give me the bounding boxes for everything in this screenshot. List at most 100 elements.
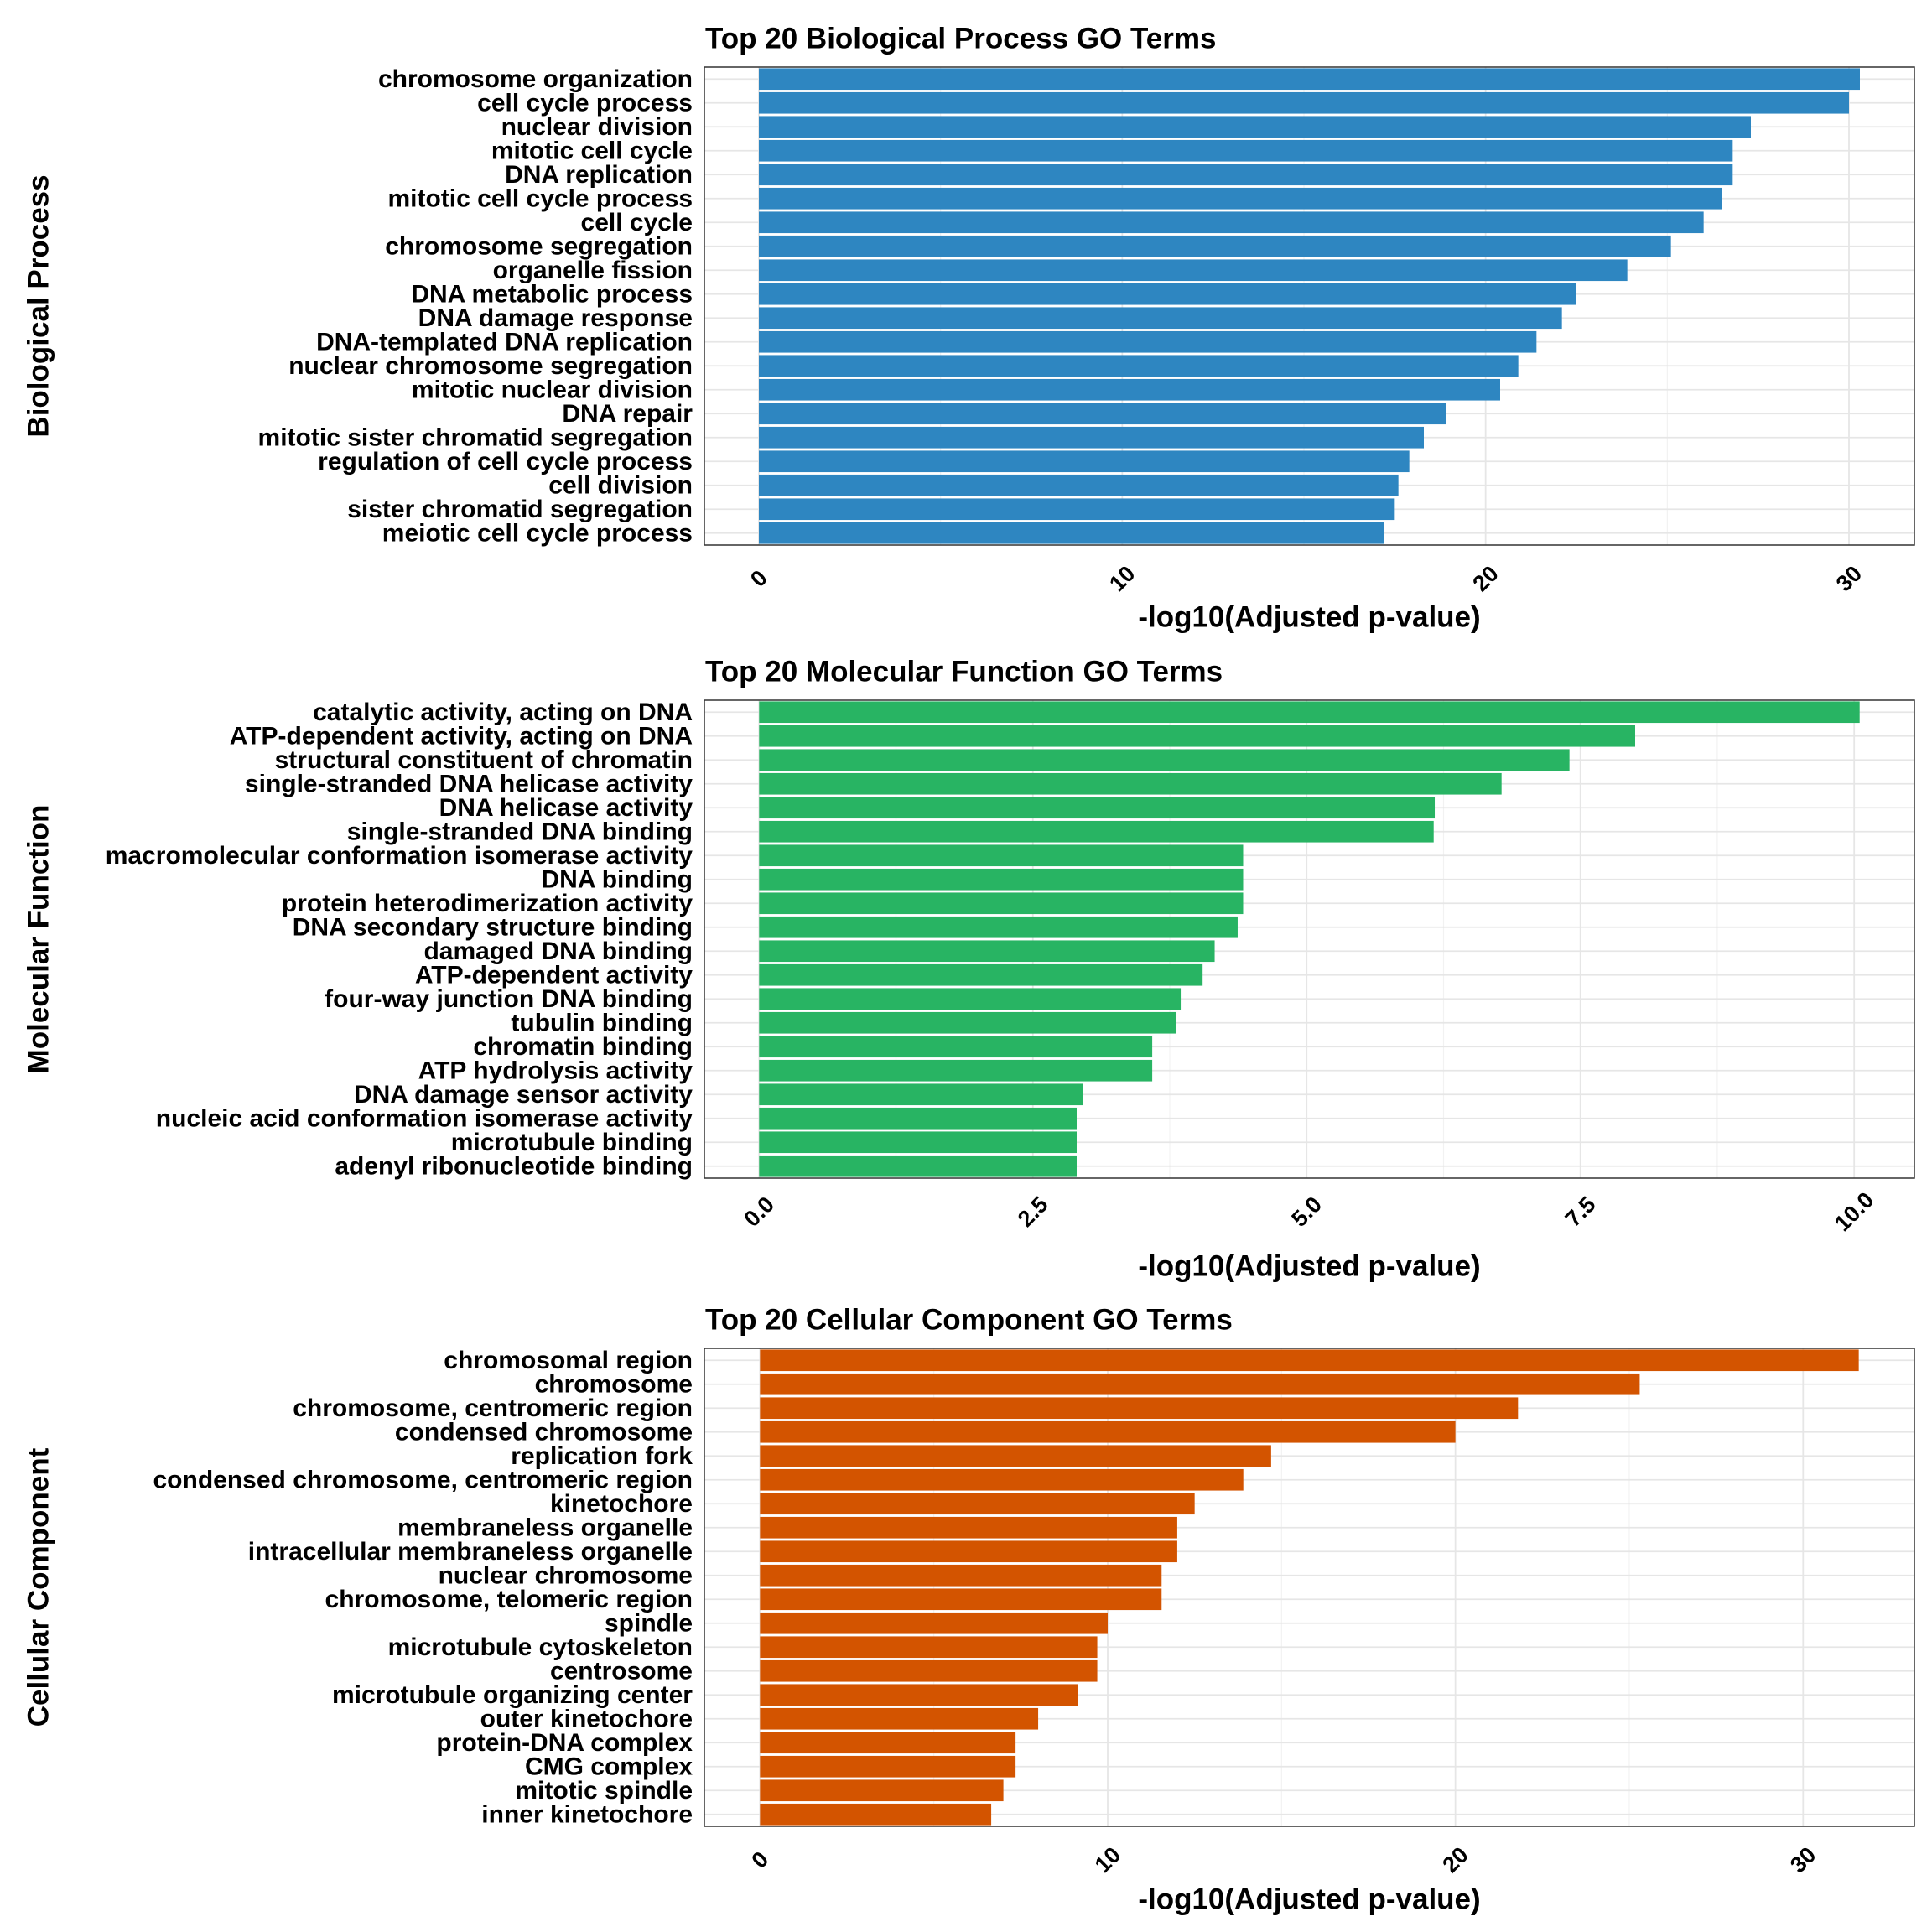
bar	[759, 235, 1671, 257]
bar	[759, 307, 1562, 330]
bar	[759, 139, 1733, 162]
bar	[759, 330, 1537, 353]
x-tick-label: 10	[1104, 561, 1140, 596]
chart-panel-2: catalytic activity, acting on DNAATP-dep…	[23, 656, 1915, 1283]
panel-border	[704, 1348, 1915, 1827]
category-label: chromosomal region	[444, 1347, 693, 1374]
category-label: protein-DNA complex	[436, 1729, 693, 1757]
x-tick-label: 20	[1437, 1842, 1472, 1877]
category-label: membraneless organelle	[397, 1514, 693, 1541]
category-label: cell cycle	[581, 209, 693, 236]
y-axis-label: Cellular Component	[23, 1447, 55, 1727]
chart-panel-3: chromosomal regionchromosomechromosome, …	[23, 1304, 1915, 1916]
bar	[759, 1131, 1077, 1154]
chart-title: Top 20 Biological Process GO Terms	[705, 23, 1216, 55]
bar	[759, 1107, 1077, 1130]
bar	[759, 940, 1215, 963]
x-tick-label: 2.5	[1013, 1192, 1053, 1232]
y-axis-label: Biological Process	[23, 174, 55, 437]
category-label: replication fork	[511, 1442, 693, 1470]
category-label: CMG complex	[525, 1753, 693, 1780]
category-label: regulation of cell cycle process	[318, 448, 693, 475]
bar	[759, 1059, 1153, 1082]
bar	[759, 402, 1446, 425]
bar	[759, 450, 1410, 473]
category-label: mitotic sister chromatid segregation	[258, 423, 693, 451]
category-label: adenyl ribonucleotide binding	[335, 1152, 693, 1180]
bar	[760, 1659, 1098, 1682]
bar	[760, 1420, 1456, 1443]
bar	[759, 772, 1502, 795]
category-label: sister chromatid segregation	[347, 496, 693, 523]
x-tick-label: 20	[1467, 561, 1503, 596]
category-label: nuclear division	[501, 113, 693, 141]
bar	[759, 868, 1244, 891]
category-label: macromolecular conformation isomerase ac…	[106, 842, 693, 870]
bar	[759, 283, 1576, 305]
panel-border	[704, 66, 1915, 546]
category-label: DNA damage response	[418, 304, 693, 332]
bar	[759, 91, 1849, 114]
category-label: mitotic nuclear division	[412, 376, 693, 403]
bar	[760, 1779, 1004, 1802]
bar	[760, 1588, 1162, 1611]
bar	[760, 1636, 1098, 1659]
bar	[759, 378, 1500, 401]
category-label: ATP-dependent activity, acting on DNA	[230, 722, 693, 750]
category-label: condensed chromosome, centromeric region	[153, 1466, 693, 1493]
category-label: intracellular membraneless organelle	[248, 1538, 693, 1566]
x-tick-label: 7.5	[1561, 1192, 1601, 1232]
category-label: DNA helicase activity	[439, 794, 693, 822]
x-axis-label: -log10(Adjusted p-value)	[1138, 1250, 1480, 1283]
x-axis-label: -log10(Adjusted p-value)	[1138, 601, 1480, 634]
bar	[759, 426, 1424, 449]
bar	[760, 1803, 992, 1826]
x-tick-label: 0	[745, 565, 772, 592]
bar	[759, 963, 1203, 986]
bar	[759, 724, 1635, 747]
bar	[759, 844, 1244, 867]
bar	[759, 1011, 1176, 1034]
bar	[759, 1155, 1077, 1177]
category-label: four-way junction DNA binding	[325, 985, 693, 1013]
bar	[759, 187, 1722, 210]
category-label: inner kinetochore	[481, 1800, 693, 1828]
category-label: centrosome	[550, 1657, 693, 1685]
category-label: mitotic cell cycle process	[387, 184, 693, 212]
category-label: cell cycle process	[477, 89, 693, 117]
panel-border	[704, 699, 1915, 1179]
bar	[759, 916, 1238, 938]
category-label: structural constituent of chromatin	[275, 746, 693, 774]
category-label: nuclear chromosome	[439, 1561, 693, 1589]
chart-title: Top 20 Molecular Function GO Terms	[705, 656, 1223, 688]
bar	[760, 1564, 1162, 1587]
bar	[759, 68, 1860, 91]
bar	[760, 1516, 1177, 1539]
category-label: mitotic cell cycle	[491, 137, 693, 164]
x-tick-label: 10	[1090, 1842, 1125, 1877]
x-axis-label: -log10(Adjusted p-value)	[1138, 1883, 1480, 1916]
category-label: nuclear chromosome segregation	[288, 352, 693, 380]
bar	[760, 1397, 1519, 1420]
bar	[759, 988, 1182, 1010]
category-label: kinetochore	[550, 1490, 693, 1518]
category-label: DNA repair	[562, 400, 693, 428]
chart-title: Top 20 Cellular Component GO Terms	[705, 1304, 1233, 1337]
category-label: tubulin binding	[511, 1009, 693, 1036]
x-tick-label: 5.0	[1286, 1192, 1327, 1232]
bar	[759, 522, 1384, 544]
category-label: microtubule organizing center	[332, 1681, 693, 1709]
category-label: single-stranded DNA helicase activity	[245, 770, 693, 797]
bar	[759, 259, 1628, 282]
category-label: chromosome, centromeric region	[293, 1394, 693, 1422]
bar	[760, 1684, 1078, 1706]
category-label: DNA replication	[505, 161, 693, 189]
bar	[759, 355, 1519, 377]
category-label: chromosome organization	[378, 65, 693, 93]
category-label: protein heterodimerization activity	[282, 890, 693, 917]
bar	[760, 1493, 1195, 1515]
bar	[760, 1349, 1859, 1372]
category-label: mitotic spindle	[515, 1777, 693, 1805]
bar	[760, 1468, 1244, 1491]
